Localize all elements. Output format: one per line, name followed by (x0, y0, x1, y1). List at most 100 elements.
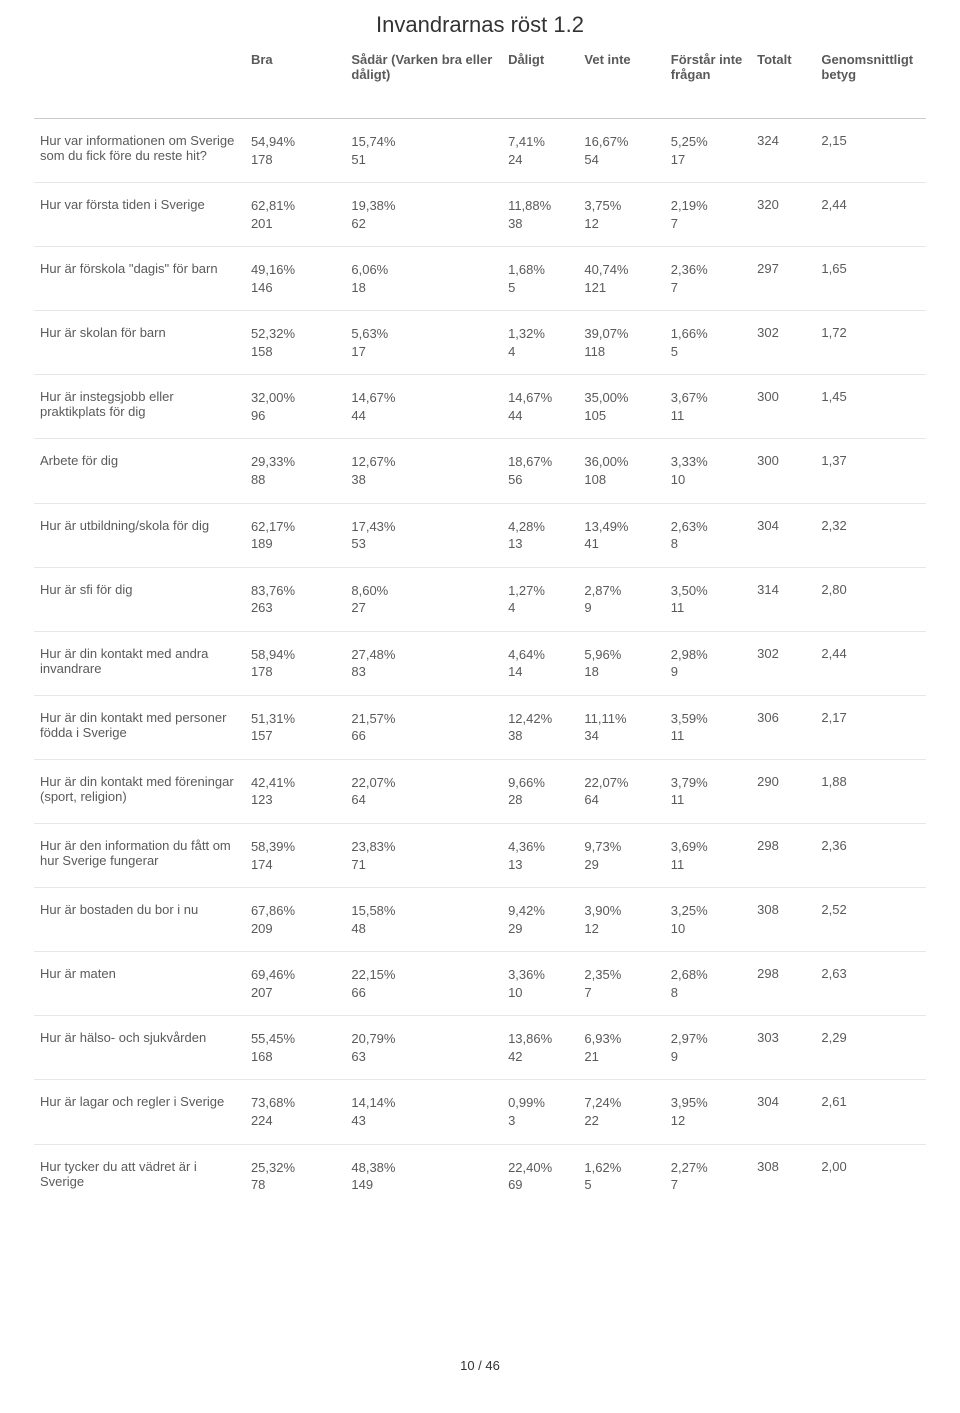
col-header-sadar: Sådär (Varken bra eller dåligt) (345, 44, 502, 119)
cell-count: 5 (671, 343, 745, 361)
cell-sadar: 12,67%38 (345, 439, 502, 503)
cell-forstar: 1,66%5 (665, 311, 751, 375)
cell-count: 83 (351, 663, 496, 681)
cell-count: 53 (351, 535, 496, 553)
table-row: Hur är hälso- och sjukvården55,45%16820,… (34, 1016, 926, 1080)
cell-betyg: 1,88 (815, 759, 926, 823)
cell-count: 64 (351, 791, 496, 809)
cell-count: 78 (251, 1176, 339, 1194)
cell-count: 118 (584, 343, 658, 361)
cell-totalt: 302 (751, 631, 815, 695)
cell-pct: 5,25% (671, 133, 745, 151)
cell-pct: 2,68% (671, 966, 745, 984)
cell-pct: 48,38% (351, 1159, 496, 1177)
cell-count: 9 (671, 1048, 745, 1066)
cell-pct: 21,57% (351, 710, 496, 728)
cell-totalt: 304 (751, 1080, 815, 1144)
cell-count: 18 (351, 279, 496, 297)
cell-dalig: 1,27%4 (502, 567, 578, 631)
table-row: Hur är sfi för dig83,76%2638,60%271,27%4… (34, 567, 926, 631)
cell-count: 5 (508, 279, 572, 297)
cell-pct: 73,68% (251, 1094, 339, 1112)
cell-pct: 62,81% (251, 197, 339, 215)
cell-count: 146 (251, 279, 339, 297)
cell-vetinte: 36,00%108 (578, 439, 664, 503)
cell-pct: 14,67% (351, 389, 496, 407)
row-label: Hur var första tiden i Sverige (34, 183, 245, 247)
cell-pct: 4,64% (508, 646, 572, 664)
cell-count: 48 (351, 920, 496, 938)
cell-count: 28 (508, 791, 572, 809)
cell-count: 263 (251, 599, 339, 617)
cell-betyg: 2,61 (815, 1080, 926, 1144)
cell-forstar: 2,36%7 (665, 247, 751, 311)
cell-count: 8 (671, 535, 745, 553)
row-label: Hur är sfi för dig (34, 567, 245, 631)
cell-pct: 13,49% (584, 518, 658, 536)
col-header-label (34, 44, 245, 119)
cell-pct: 49,16% (251, 261, 339, 279)
cell-count: 38 (351, 471, 496, 489)
cell-pct: 9,42% (508, 902, 572, 920)
row-label: Hur är bostaden du bor i nu (34, 888, 245, 952)
cell-pct: 22,07% (351, 774, 496, 792)
table-row: Hur var informationen om Sverige som du … (34, 119, 926, 183)
cell-pct: 3,79% (671, 774, 745, 792)
cell-totalt: 304 (751, 503, 815, 567)
cell-count: 105 (584, 407, 658, 425)
cell-totalt: 300 (751, 375, 815, 439)
cell-betyg: 1,45 (815, 375, 926, 439)
cell-forstar: 5,25%17 (665, 119, 751, 183)
cell-bra: 52,32%158 (245, 311, 345, 375)
cell-bra: 55,45%168 (245, 1016, 345, 1080)
cell-forstar: 3,95%12 (665, 1080, 751, 1144)
cell-betyg: 2,44 (815, 183, 926, 247)
cell-count: 34 (584, 727, 658, 745)
cell-bra: 49,16%146 (245, 247, 345, 311)
cell-pct: 39,07% (584, 325, 658, 343)
cell-pct: 20,79% (351, 1030, 496, 1048)
cell-vetinte: 6,93%21 (578, 1016, 664, 1080)
cell-pct: 3,90% (584, 902, 658, 920)
cell-betyg: 1,37 (815, 439, 926, 503)
col-header-forstar: Förstår inte frågan (665, 44, 751, 119)
cell-dalig: 4,36%13 (502, 824, 578, 888)
cell-bra: 58,39%174 (245, 824, 345, 888)
cell-sadar: 21,57%66 (345, 695, 502, 759)
cell-sadar: 5,63%17 (345, 311, 502, 375)
row-label: Hur är instegsjobb eller praktikplats fö… (34, 375, 245, 439)
cell-count: 10 (671, 471, 745, 489)
cell-count: 7 (671, 1176, 745, 1194)
row-label: Hur är din kontakt med föreningar (sport… (34, 759, 245, 823)
cell-count: 178 (251, 151, 339, 169)
cell-count: 62 (351, 215, 496, 233)
cell-pct: 67,86% (251, 902, 339, 920)
cell-sadar: 15,58%48 (345, 888, 502, 952)
cell-pct: 3,67% (671, 389, 745, 407)
row-label: Hur var informationen om Sverige som du … (34, 119, 245, 183)
cell-count: 7 (671, 279, 745, 297)
cell-count: 63 (351, 1048, 496, 1066)
cell-bra: 51,31%157 (245, 695, 345, 759)
cell-betyg: 2,36 (815, 824, 926, 888)
cell-betyg: 2,63 (815, 952, 926, 1016)
cell-dalig: 4,28%13 (502, 503, 578, 567)
cell-count: 18 (584, 663, 658, 681)
cell-count: 22 (584, 1112, 658, 1130)
cell-totalt: 290 (751, 759, 815, 823)
cell-count: 71 (351, 856, 496, 874)
cell-pct: 3,50% (671, 582, 745, 600)
cell-pct: 2,36% (671, 261, 745, 279)
cell-pct: 14,14% (351, 1094, 496, 1112)
cell-totalt: 302 (751, 311, 815, 375)
cell-pct: 17,43% (351, 518, 496, 536)
cell-pct: 42,41% (251, 774, 339, 792)
table-row: Hur är bostaden du bor i nu67,86%20915,5… (34, 888, 926, 952)
cell-vetinte: 39,07%118 (578, 311, 664, 375)
cell-totalt: 324 (751, 119, 815, 183)
table-row: Hur är maten69,46%20722,15%663,36%102,35… (34, 952, 926, 1016)
cell-dalig: 18,67%56 (502, 439, 578, 503)
cell-count: 17 (351, 343, 496, 361)
row-label: Arbete för dig (34, 439, 245, 503)
table-body: Hur var informationen om Sverige som du … (34, 119, 926, 1208)
